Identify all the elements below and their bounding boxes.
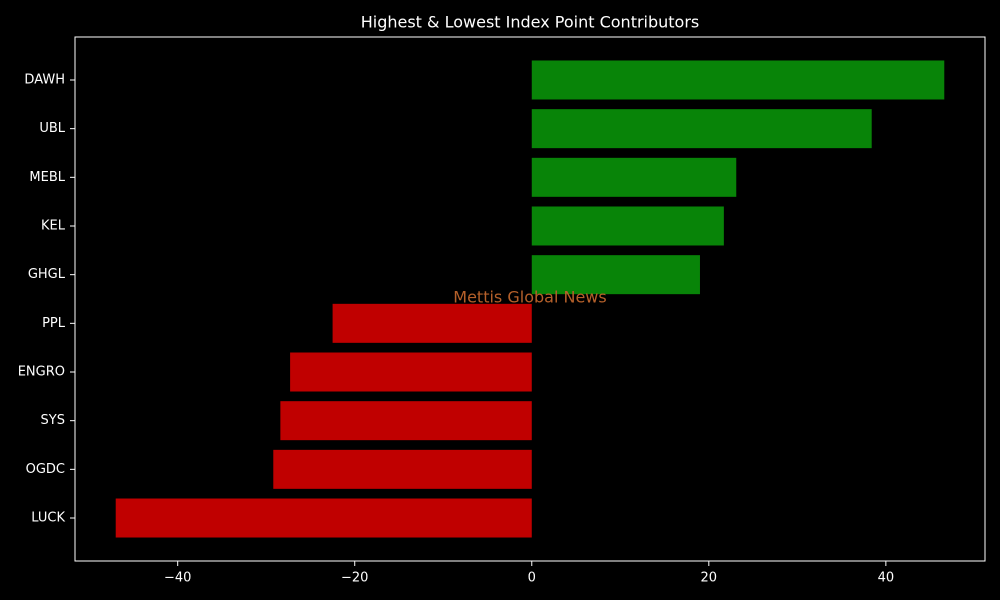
bar <box>531 60 945 100</box>
y-tick-label: OGDC <box>26 462 65 477</box>
y-tick-label: SYS <box>41 413 65 428</box>
x-tick-label: 40 <box>878 571 895 586</box>
watermark: Mettis Global News <box>453 288 606 307</box>
y-tick-label: UBL <box>39 121 65 136</box>
bar <box>531 157 737 197</box>
bar <box>531 255 700 295</box>
y-tick-label: GHGL <box>28 267 66 282</box>
y-tick-label: ENGRO <box>18 365 65 380</box>
y-tick-label: PPL <box>42 316 66 331</box>
bar <box>290 352 532 392</box>
x-tick-label: 20 <box>701 571 718 586</box>
bar <box>273 449 532 489</box>
y-tick-label: LUCK <box>31 511 65 526</box>
y-tick-label: MEBL <box>29 170 65 185</box>
bar <box>115 498 532 538</box>
bar <box>531 206 724 246</box>
bar <box>280 401 532 441</box>
chart-title: Highest & Lowest Index Point Contributor… <box>361 13 700 32</box>
bar <box>332 303 532 343</box>
y-tick-label: KEL <box>41 218 66 233</box>
y-tick-label: DAWH <box>24 72 65 87</box>
x-tick-label: −40 <box>164 571 191 586</box>
plot-frame <box>74 36 986 562</box>
x-tick-label: 0 <box>528 571 536 586</box>
x-tick-label: −20 <box>341 571 368 586</box>
bar <box>531 109 872 149</box>
